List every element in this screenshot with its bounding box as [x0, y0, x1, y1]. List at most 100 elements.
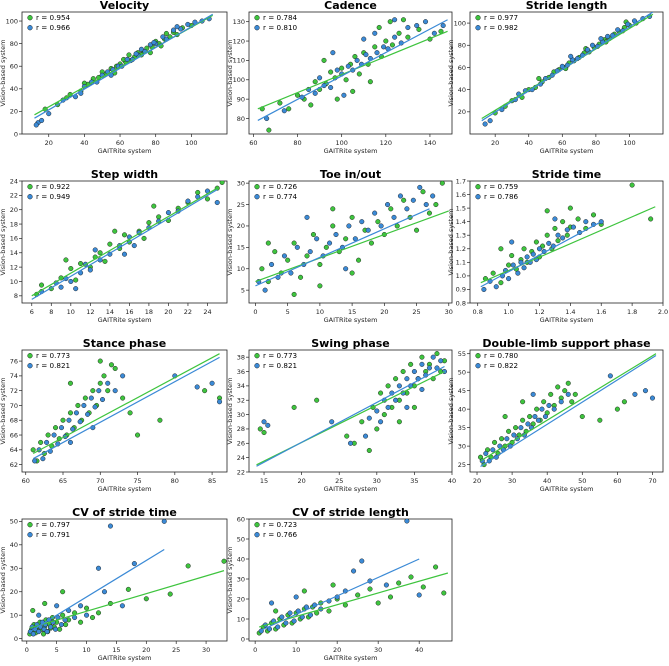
- x-tick-label: 120: [380, 139, 392, 147]
- y-tick-label: 0: [241, 635, 245, 643]
- x-tick-label: 6: [30, 308, 34, 316]
- x-tick-label: 40: [525, 139, 533, 147]
- panel-title: Swing phase: [311, 337, 390, 350]
- y-tick-label: 10: [237, 615, 245, 623]
- green-point: [387, 19, 393, 25]
- y-tick-label: 100: [454, 19, 466, 27]
- blue-legend-marker: [254, 532, 260, 538]
- green-point: [107, 241, 113, 247]
- x-axis-label: GAITRite system: [98, 147, 152, 155]
- panel-title: Stance phase: [83, 337, 166, 350]
- x-tick-label: 1.0: [503, 308, 513, 316]
- x-tick-label: 35: [410, 477, 418, 485]
- y-axis-label: Vision-based system: [226, 209, 234, 276]
- blue-point: [372, 30, 378, 36]
- blue-legend-r: r = 0.810: [263, 23, 298, 32]
- blue-point: [30, 631, 36, 637]
- green-point: [120, 395, 126, 401]
- green-point: [202, 388, 208, 394]
- x-tick-label: 20: [164, 308, 172, 316]
- blue-point: [530, 391, 536, 397]
- blue-legend-marker: [27, 194, 33, 200]
- y-tick-label: 1.7: [456, 177, 466, 185]
- green-point: [490, 270, 496, 276]
- panel-cadence: Cadence 60 80 100 120 140 80 90 100 110 120 130 GAIT…: [226, 0, 453, 155]
- data-layer: [31, 181, 225, 300]
- blue-point: [521, 265, 527, 271]
- green-point: [97, 358, 103, 364]
- blue-legend-marker: [475, 363, 481, 369]
- blue-point: [185, 198, 191, 204]
- blue-point: [568, 53, 574, 59]
- y-tick-label: 1.1: [456, 259, 466, 267]
- green-point: [420, 584, 426, 590]
- green-point: [569, 399, 575, 405]
- x-tick-label: 80: [293, 139, 301, 147]
- green-point: [317, 261, 323, 267]
- green-point: [350, 88, 356, 94]
- green-point: [266, 127, 272, 133]
- blue-point: [92, 247, 98, 253]
- x-tick-label: 10: [316, 308, 324, 316]
- blue-point: [40, 456, 46, 462]
- green-point: [310, 231, 316, 238]
- blue-point: [293, 594, 299, 600]
- green-regression-line: [255, 210, 449, 283]
- green-point: [38, 282, 45, 288]
- blue-point: [365, 227, 371, 233]
- y-tick-label: 45: [458, 387, 466, 395]
- green-point: [414, 227, 420, 233]
- blue-point: [524, 254, 530, 260]
- x-tick-label: 20: [45, 139, 53, 147]
- green-point: [408, 574, 414, 580]
- green-point: [312, 79, 318, 85]
- data-layer: [481, 12, 654, 127]
- green-point: [261, 430, 267, 436]
- green-point: [441, 590, 447, 596]
- blue-point: [77, 419, 83, 425]
- blue-point: [546, 402, 552, 408]
- x-tick-label: 140: [424, 139, 436, 147]
- green-point: [277, 100, 283, 106]
- green-point: [396, 580, 402, 586]
- blue-point: [392, 17, 398, 23]
- green-point: [393, 376, 399, 382]
- green-legend-r: r = 0.784: [263, 13, 298, 22]
- blue-point: [404, 404, 410, 410]
- green-point: [195, 189, 201, 196]
- green-legend-marker: [254, 184, 260, 190]
- green-legend-r: r = 0.723: [263, 520, 297, 529]
- blue-point: [217, 399, 223, 405]
- green-legend-r: r = 0.726: [263, 182, 298, 191]
- blue-point: [385, 404, 391, 410]
- blue-point: [511, 432, 517, 438]
- blue-point: [341, 92, 347, 98]
- green-point: [127, 410, 133, 416]
- x-axis-label: GAITRite system: [324, 316, 378, 324]
- green-point: [499, 436, 505, 442]
- green-legend-marker: [27, 15, 33, 21]
- blue-point: [312, 90, 318, 96]
- green-point: [105, 388, 111, 394]
- green-point: [521, 246, 527, 252]
- blue-legend-marker: [254, 363, 260, 369]
- green-point: [383, 38, 389, 44]
- blue-point: [294, 244, 300, 250]
- green-point: [548, 391, 554, 397]
- green-point: [381, 412, 387, 418]
- blue-point: [374, 50, 380, 56]
- blue-point: [361, 36, 367, 42]
- green-point: [621, 399, 627, 405]
- x-tick-label: 60: [249, 139, 257, 147]
- blue-point: [92, 404, 98, 410]
- green-point: [439, 181, 445, 186]
- green-regression-line: [29, 570, 225, 629]
- blue-point: [317, 75, 323, 81]
- green-regression-line: [32, 353, 220, 455]
- y-tick-label: 10: [10, 278, 18, 286]
- x-axis-label: GAITRite system: [540, 485, 594, 493]
- blue-point: [87, 267, 93, 273]
- green-point: [408, 361, 414, 367]
- green-legend-r: r = 0.954: [36, 13, 71, 22]
- data-layer: [256, 351, 448, 467]
